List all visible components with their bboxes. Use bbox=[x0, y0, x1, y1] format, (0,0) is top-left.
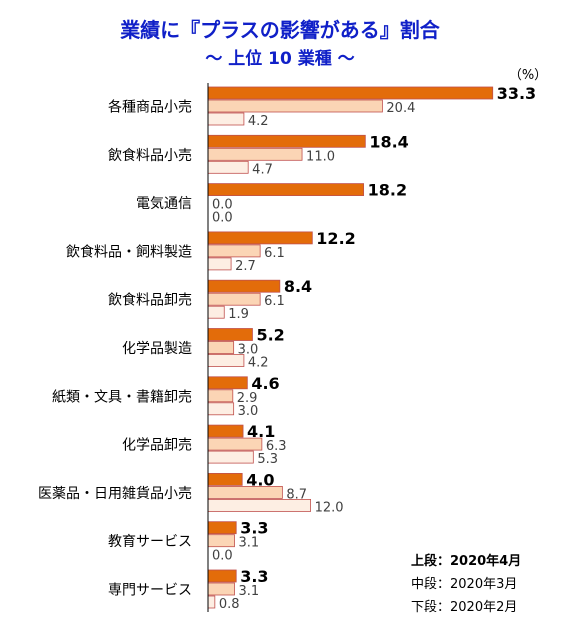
value-label: 4.1 bbox=[247, 422, 275, 441]
bar-april bbox=[207, 376, 248, 390]
category-label: 専門サービス bbox=[108, 583, 192, 599]
value-label: 3.0 bbox=[238, 404, 259, 419]
category-label: 化学品卸売 bbox=[122, 438, 192, 454]
value-label: 4.6 bbox=[251, 374, 279, 393]
bar-february bbox=[207, 450, 254, 464]
bar-april bbox=[207, 424, 244, 438]
category-label: 化学品製造 bbox=[122, 341, 192, 357]
value-label: 1.9 bbox=[228, 307, 249, 322]
bar-march bbox=[207, 534, 235, 548]
bar-february bbox=[207, 112, 245, 126]
value-label: 2.9 bbox=[237, 391, 258, 406]
value-label: 3.1 bbox=[239, 584, 260, 599]
category-labels-group: 各種商品小売飲食料品小売電気通信飲食料品・飼料製造飲食料品卸売化学品製造紙類・文… bbox=[38, 100, 192, 599]
value-label: 4.7 bbox=[252, 162, 273, 177]
bar-february bbox=[207, 305, 225, 319]
legend-item-february: 下段：2020年2月 bbox=[411, 600, 518, 615]
value-label: 33.3 bbox=[497, 84, 536, 103]
bar-february bbox=[207, 257, 232, 271]
value-label: 3.3 bbox=[240, 567, 268, 586]
bar-february bbox=[207, 160, 249, 174]
chart-subtitle: ～ 上位 10 業種 ～ bbox=[205, 49, 355, 69]
bar-april bbox=[207, 231, 313, 245]
category-label: 紙類・文具・書籍卸売 bbox=[52, 388, 192, 405]
value-label: 4.2 bbox=[248, 114, 269, 129]
value-label: 18.2 bbox=[368, 181, 407, 200]
value-label: 0.0 bbox=[212, 549, 233, 564]
category-label: 飲食料品・飼料製造 bbox=[66, 243, 192, 260]
value-label: 5.2 bbox=[256, 326, 284, 345]
value-label: 6.1 bbox=[264, 294, 285, 309]
value-label: 0.0 bbox=[212, 211, 233, 226]
bar-april bbox=[207, 472, 243, 486]
value-label: 11.0 bbox=[306, 149, 335, 164]
value-label: 4.0 bbox=[246, 470, 274, 489]
value-label: 2.7 bbox=[235, 259, 256, 274]
legend-item-april: 上段：2020年4月 bbox=[411, 554, 522, 569]
value-label: 3.0 bbox=[238, 343, 259, 358]
bar-march bbox=[207, 244, 261, 258]
bar-march bbox=[207, 582, 235, 596]
category-label: 電気通信 bbox=[136, 196, 192, 212]
category-label: 教育サービス bbox=[108, 534, 192, 550]
category-label: 医薬品・日用雑貨品小売 bbox=[38, 485, 192, 502]
value-label: 6.3 bbox=[266, 439, 287, 454]
bar-march bbox=[207, 341, 235, 354]
bar-february bbox=[207, 595, 216, 609]
legend: 上段：2020年4月 中段：2020年3月 下段：2020年2月 bbox=[411, 550, 561, 619]
bar-february bbox=[207, 402, 235, 416]
bar-april bbox=[207, 328, 253, 341]
bars-group bbox=[207, 86, 494, 609]
bar-march bbox=[207, 147, 303, 161]
value-label: 8.4 bbox=[284, 277, 312, 296]
bar-april bbox=[207, 86, 494, 100]
bar-april bbox=[207, 134, 366, 148]
value-label: 3.1 bbox=[239, 536, 260, 551]
value-label: 18.4 bbox=[369, 132, 408, 151]
category-label: 飲食料品小売 bbox=[108, 147, 192, 164]
value-label: 12.0 bbox=[315, 500, 344, 515]
value-label: 12.2 bbox=[316, 229, 355, 248]
value-label: 3.3 bbox=[240, 519, 268, 538]
value-label: 0.8 bbox=[219, 597, 240, 612]
bar-march bbox=[207, 292, 261, 306]
bar-april bbox=[207, 569, 237, 583]
value-label: 20.4 bbox=[386, 101, 415, 116]
legend-item-march: 中段：2020年3月 bbox=[411, 577, 518, 592]
bar-april bbox=[207, 279, 281, 293]
value-label: 8.7 bbox=[286, 487, 307, 502]
value-label: 4.2 bbox=[248, 356, 269, 371]
category-label: 各種商品小売 bbox=[108, 100, 192, 116]
bar-april bbox=[207, 183, 365, 197]
unit-label: （%） bbox=[509, 68, 547, 83]
chart-title: 業績に『プラスの影響がある』割合 bbox=[120, 18, 440, 42]
category-label: 飲食料品卸売 bbox=[108, 292, 192, 309]
value-label: 5.3 bbox=[257, 452, 278, 467]
value-label: 0.0 bbox=[212, 198, 233, 213]
value-label: 6.1 bbox=[264, 246, 285, 261]
bar-april bbox=[207, 521, 237, 535]
value-labels-group: 33.320.44.218.411.04.718.20.00.012.26.12… bbox=[212, 84, 536, 612]
bar-march bbox=[207, 389, 234, 403]
bar-march bbox=[207, 99, 383, 113]
